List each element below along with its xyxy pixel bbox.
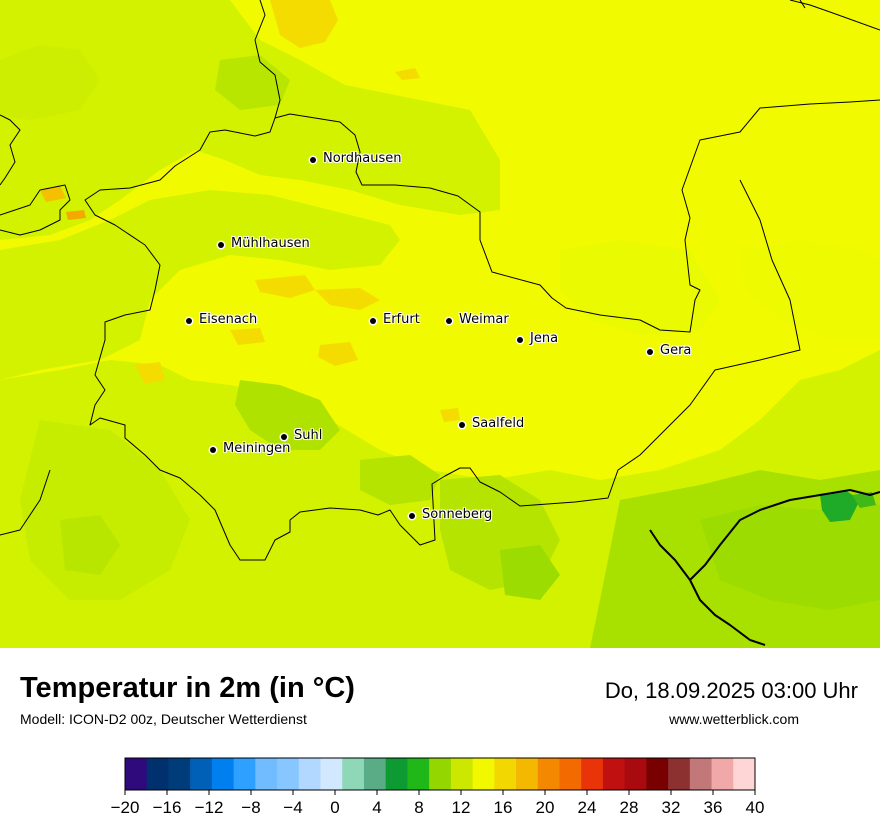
colorbar-swatch bbox=[298, 758, 322, 790]
city-dot-nordhausen bbox=[310, 157, 316, 163]
colorbar-swatch bbox=[211, 758, 235, 790]
city-dot-jena bbox=[517, 337, 523, 343]
colorbar-tick-label: 12 bbox=[452, 798, 471, 817]
city-label-saalfeld: Saalfeld bbox=[472, 416, 525, 431]
colorbar-tick-label: 28 bbox=[620, 798, 639, 817]
colorbar-tick-label: 0 bbox=[330, 798, 339, 817]
colorbar-tick-label: −20 bbox=[111, 798, 140, 817]
city-dot-saalfeld bbox=[459, 422, 465, 428]
city-label-meiningen: Meiningen bbox=[223, 441, 291, 456]
city-label-muehlhausen: Mühlhausen bbox=[231, 236, 310, 251]
colorbar-swatch bbox=[711, 758, 734, 790]
model-source: Modell: ICON-D2 00z, Deutscher Wetterdie… bbox=[20, 711, 307, 727]
colorbar-swatch bbox=[168, 758, 191, 790]
borders bbox=[0, 0, 880, 646]
city-dot-gera bbox=[647, 349, 653, 355]
colorbar-swatch bbox=[450, 758, 474, 790]
city-label-erfurt: Erfurt bbox=[383, 312, 420, 327]
colorbar-swatch bbox=[320, 758, 343, 790]
city-label-weimar: Weimar bbox=[459, 312, 509, 327]
colorbar-swatch bbox=[494, 758, 517, 790]
colorbar-swatch bbox=[233, 758, 256, 790]
city-label-sonneberg: Sonneberg bbox=[422, 507, 493, 522]
city-label-nordhausen: Nordhausen bbox=[323, 151, 402, 166]
colorbar-swatch bbox=[646, 758, 669, 790]
city-label-eisenach: Eisenach bbox=[199, 312, 258, 327]
temperature-colorbar: −20 −16 −12 −8 −4 0 4 8 12 16 20 24 28 32 36 40 bbox=[111, 757, 765, 817]
city-label-suhl: Suhl bbox=[294, 428, 323, 443]
colorbar-swatch bbox=[559, 758, 582, 790]
colorbar-tick-label: 20 bbox=[536, 798, 555, 817]
colorbar-swatch bbox=[472, 758, 495, 790]
colorbar-tick-label: −8 bbox=[241, 798, 260, 817]
city-dot-weimar bbox=[446, 318, 452, 324]
colorbar-swatch bbox=[689, 758, 713, 790]
colorbar-tick-label: 36 bbox=[704, 798, 723, 817]
colorbar-tick-label: −4 bbox=[283, 798, 302, 817]
colorbar-swatch bbox=[190, 758, 213, 790]
colorbar-swatch bbox=[733, 758, 756, 790]
colorbar-swatch bbox=[668, 758, 691, 790]
temperature-map[interactable] bbox=[0, 0, 880, 648]
city-label-jena: Jena bbox=[530, 331, 559, 346]
city-dot-eisenach bbox=[186, 318, 192, 324]
city-dot-meiningen bbox=[210, 447, 216, 453]
colorbar-tick-label: 40 bbox=[746, 798, 765, 817]
colorbar-swatch bbox=[516, 758, 539, 790]
colorbar-swatch bbox=[385, 758, 408, 790]
city-dot-erfurt bbox=[370, 318, 376, 324]
colorbar-tick-label: 4 bbox=[372, 798, 381, 817]
colorbar-tick-label: 8 bbox=[414, 798, 423, 817]
colorbar-swatch bbox=[125, 758, 148, 790]
colorbar-swatch bbox=[581, 758, 604, 790]
colorbar-swatch bbox=[277, 758, 300, 790]
colorbar-frame bbox=[124, 757, 756, 791]
colorbar-swatch bbox=[429, 758, 452, 790]
colorbar-tick-label: −12 bbox=[195, 798, 224, 817]
colorbar-swatch bbox=[602, 758, 626, 790]
city-label-gera: Gera bbox=[660, 343, 692, 358]
colorbar-tick-label: 32 bbox=[662, 798, 681, 817]
colorbar-tick-label: 24 bbox=[578, 798, 597, 817]
state-border-thuringia bbox=[274, 99, 880, 333]
colorbar-swatch bbox=[624, 758, 647, 790]
forecast-datetime: Do, 18.09.2025 03:00 Uhr bbox=[604, 678, 858, 703]
cooler-zones bbox=[0, 0, 880, 648]
colorbar-swatch bbox=[146, 758, 169, 790]
city-dot-muehlhausen bbox=[218, 242, 224, 248]
colorbar-tick-label: 16 bbox=[494, 798, 513, 817]
colorbar-tick-label: −16 bbox=[153, 798, 182, 817]
colorbar-swatch bbox=[342, 758, 365, 790]
colorbar-swatch bbox=[537, 758, 560, 790]
country-border-czech bbox=[649, 529, 766, 646]
map-title: Temperatur in 2m (in °C) bbox=[20, 672, 355, 704]
warm-patches bbox=[40, 0, 460, 422]
colorbar-swatch bbox=[363, 758, 387, 790]
city-dot-sonneberg bbox=[409, 513, 415, 519]
website-credit: www.wetterblick.com bbox=[669, 711, 799, 727]
city-dot-suhl bbox=[281, 434, 287, 440]
colorbar-swatch bbox=[407, 758, 430, 790]
colorbar-swatch bbox=[255, 758, 278, 790]
